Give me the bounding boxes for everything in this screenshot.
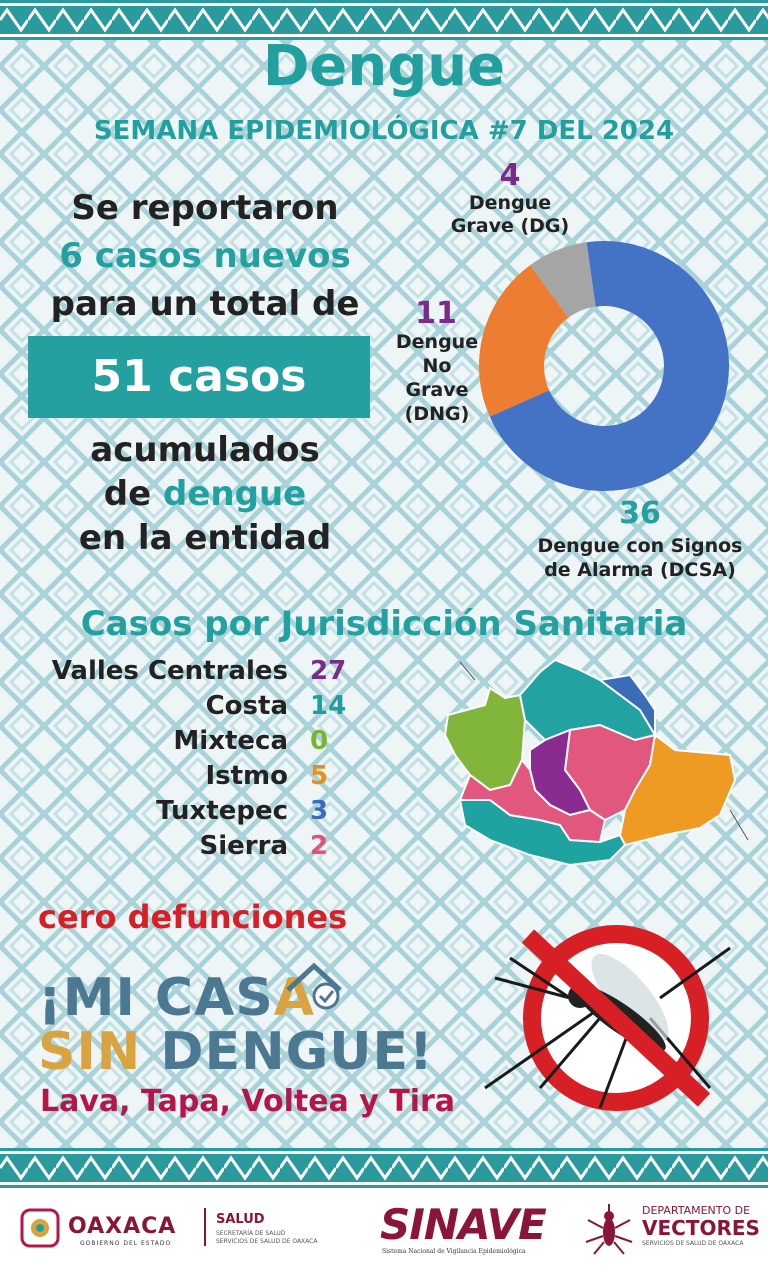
page-title: Dengue: [262, 34, 506, 99]
jurisdiction-value: 0: [310, 726, 329, 756]
page-subtitle: SEMANA EPIDEMIOLÓGICA #7 DEL 2024: [93, 116, 675, 146]
campaign-line-1-text: ¡MI CAS: [38, 968, 274, 1028]
dcsa-label: 36: [600, 496, 680, 531]
vectores-logo-text-2: VECTORES: [642, 1216, 760, 1240]
jurisdiction-value: 5: [310, 761, 329, 791]
intro-line-4: acumulados: [90, 430, 320, 470]
map-region-istmo: [618, 733, 737, 847]
dcsa-text-2: de Alarma (DCSA): [544, 559, 736, 581]
oaxaca-logo-text: OAXACA: [68, 1214, 177, 1239]
dng-text-4: (DNG): [404, 403, 470, 425]
total-cases-box: 51 casos: [28, 336, 370, 418]
map-region-mixteca: [443, 686, 527, 792]
jurisdiction-value: 27: [310, 656, 347, 686]
jurisdiction-name: Tuxtepec: [156, 796, 288, 826]
new-cases-text: 6 casos nuevos: [59, 236, 351, 276]
jurisdiction-name: Mixteca: [173, 726, 288, 756]
cases-donut-chart: [479, 241, 729, 491]
campaign-line-2: SIN DENGUE!: [38, 1022, 434, 1082]
jurisdiction-row: Mixteca 0: [20, 726, 360, 761]
jurisdiction-row: Istmo 5: [20, 761, 360, 796]
sinave-logo-subtext: Sistema Nacional de Vigilancia Epidemiol…: [382, 1248, 526, 1255]
dng-label: 11: [396, 296, 476, 331]
jurisdiction-row: Costa 14: [20, 691, 360, 726]
oaxaca-map: [443, 658, 749, 867]
campaign-line-2-text: SIN: [38, 1022, 161, 1082]
salud-logo-subtext-2: SERVICIOS DE SALUD DE OAXACA: [216, 1238, 318, 1245]
donut-slice: [530, 242, 596, 318]
dg-label: 4: [460, 158, 560, 193]
intro-line-1: Se reportaron: [71, 188, 339, 228]
intro-line-6: en la entidad: [78, 518, 332, 558]
donut-slice: [489, 241, 729, 491]
map-region-sur: [458, 758, 607, 844]
salud-logo-text: SALUD: [216, 1212, 265, 1227]
jurisdiction-row: Valles Centrales 27: [20, 656, 360, 691]
intro-line-5-highlight: dengue: [163, 474, 307, 514]
dng-text: Dengue No Grave (DNG): [382, 330, 492, 426]
vectores-logo-text-1: DEPARTAMENTO DE: [642, 1204, 751, 1217]
dng-text-3: Grave: [405, 379, 469, 401]
intro-line-5: de dengue: [20, 472, 390, 516]
dng-text-2: No: [422, 355, 452, 377]
footer-divider: [204, 1208, 206, 1246]
dcsa-text: Dengue con Signos de Alarma (DCSA): [520, 534, 760, 582]
jurisdiction-name: Costa: [205, 691, 288, 721]
deaths-text: cero defunciones: [38, 898, 348, 936]
jurisdiction-title: Casos por Jurisdicción Sanitaria: [80, 604, 688, 644]
jurisdiction-name: Istmo: [205, 761, 288, 791]
jurisdiction-value: 14: [310, 691, 347, 721]
sinave-logo-text: SINAVE: [380, 1200, 547, 1249]
dg-text: Dengue Grave (DG): [440, 192, 580, 238]
intro-line-3: para un total de: [50, 284, 360, 324]
dng-text-1: Dengue: [395, 331, 479, 353]
donut-slice: [479, 265, 569, 417]
map-region-tuxtepec: [597, 673, 656, 739]
bottom-border-band: [0, 1148, 768, 1188]
dng-value: 11: [415, 296, 457, 331]
jurisdiction-row: Sierra 2: [20, 831, 360, 866]
oaxaca-logo-subtext: GOBIERNO DEL ESTADO: [80, 1240, 172, 1247]
campaign-slogan: Lava, Tapa, Voltea y Tira: [40, 1084, 456, 1119]
footer: OAXACA GOBIERNO DEL ESTADO SALUD SECRETA…: [0, 1188, 768, 1280]
dg-text-1: Dengue: [468, 192, 552, 214]
dcsa-text-1: Dengue con Signos: [537, 535, 743, 557]
campaign-line-1-house-letter: A: [273, 968, 316, 1028]
salud-logo-subtext-1: SECRETARÍA DE SALUD: [216, 1230, 286, 1237]
house-shield-icon: [286, 962, 342, 1010]
campaign-line-2-highlight: DENGUE!: [160, 1022, 434, 1082]
vectores-mosquito-icon: [585, 1204, 633, 1255]
dg-value: 4: [499, 158, 521, 193]
oaxaca-emblem-icon: [20, 1208, 60, 1248]
dg-text-2: Grave (DG): [450, 215, 570, 237]
jurisdiction-name: Sierra: [199, 831, 288, 861]
dcsa-value: 36: [619, 496, 661, 531]
jurisdiction-value: 2: [310, 831, 329, 861]
jurisdiction-row: Tuxtepec 3: [20, 796, 360, 831]
jurisdiction-name: Valles Centrales: [51, 656, 288, 686]
vectores-logo-text-3: SERVICIOS DE SALUD DE OAXACA: [642, 1240, 744, 1247]
no-mosquito-icon: [484, 925, 731, 1111]
jurisdiction-value: 3: [310, 796, 329, 826]
top-border-band: [0, 0, 768, 40]
intro-line-5-prefix: de: [103, 474, 163, 514]
campaign-line-1: ¡MI CASA: [38, 968, 315, 1028]
